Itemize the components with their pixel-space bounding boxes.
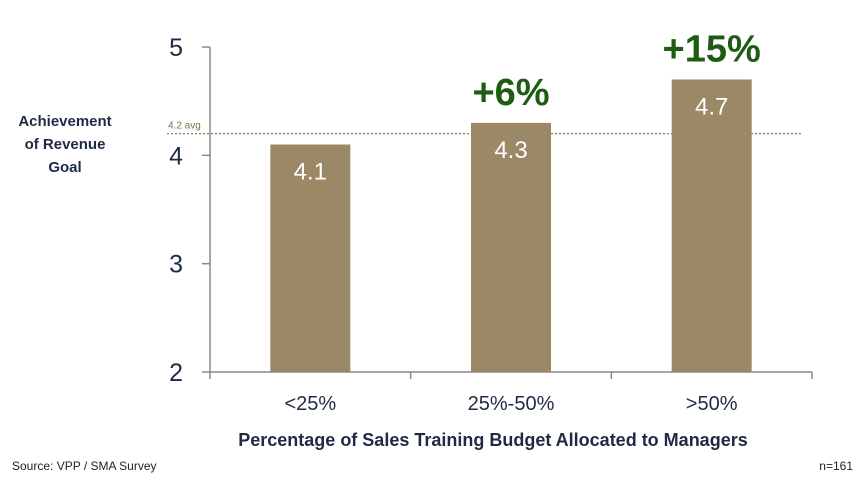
x-tick-label-2: >50% xyxy=(686,393,738,415)
y-tick-label-1: 3 xyxy=(169,251,183,279)
y-axis-title-line-2: of Revenue xyxy=(24,136,106,153)
x-axis-title: Percentage of Sales Training Budget Allo… xyxy=(238,430,747,450)
source-note: Source: VPP / SMA Survey xyxy=(12,459,157,473)
sample-size-note: n=161 xyxy=(819,459,853,473)
x-axis: <25% 25%-50% >50% xyxy=(209,371,813,415)
bars-group: 4.1 4.3 +6% 4.7 +15% xyxy=(270,29,761,372)
bar-value-label-1: 4.3 xyxy=(494,137,527,164)
bar-1 xyxy=(471,122,551,372)
y-axis: 2 3 4 5 xyxy=(169,34,211,387)
y-tick-label-2: 4 xyxy=(169,142,183,170)
reference-line-group: 4.2 avg xyxy=(167,121,803,135)
bar-0 xyxy=(270,144,351,372)
y-axis-title-line-1: Achievement xyxy=(18,113,112,130)
y-tick-label-0: 2 xyxy=(169,359,183,387)
y-axis-title: Achievement of Revenue Goal xyxy=(0,110,130,179)
bar-value-label-2: 4.7 xyxy=(695,94,728,121)
bar-increase-label-2: +15% xyxy=(663,29,761,71)
bar-value-label-0: 4.1 xyxy=(294,159,327,186)
y-axis-title-line-3: Goal xyxy=(48,159,82,176)
reference-line-label: 4.2 avg xyxy=(168,121,201,132)
x-tick-label-0: <25% xyxy=(284,393,336,415)
y-tick-label-3: 5 xyxy=(169,34,183,62)
x-tick-label-1: 25%-50% xyxy=(468,393,555,415)
bar-increase-label-1: +6% xyxy=(472,72,549,114)
bar-2 xyxy=(671,79,752,372)
